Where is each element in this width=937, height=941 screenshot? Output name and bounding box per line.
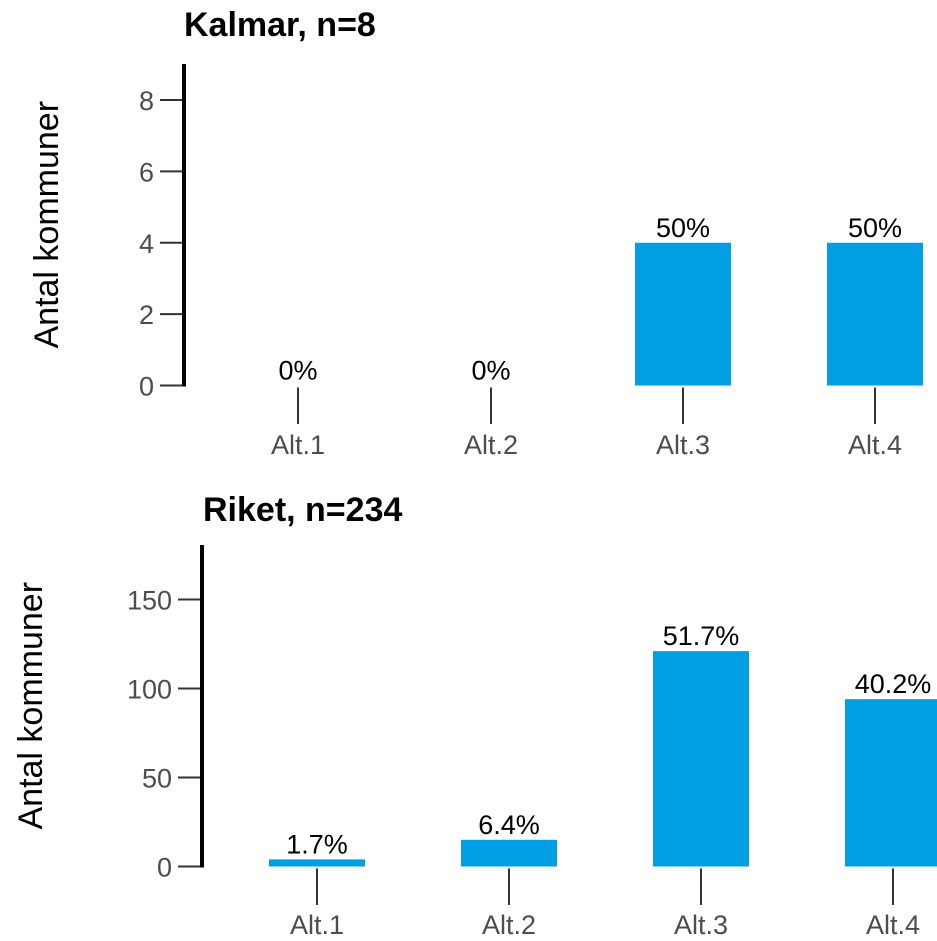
kalmar-y-tick-label-2: 2 [139,300,154,330]
kalmar-data-label-3: 50% [656,213,710,243]
riket-bar-1 [269,859,365,867]
kalmar-chart-title: Kalmar, n=8 [184,6,376,44]
riket-bar-3 [653,651,749,867]
riket-y-tick-label-100: 100 [127,675,172,705]
riket-x-tick-label-2: Alt.2 [482,910,536,940]
kalmar-data-label-4: 50% [848,213,902,243]
kalmar-bar-3 [635,242,731,386]
riket-chart-title: Riket, n=234 [203,491,402,529]
kalmar-y-tick-label-6: 6 [139,157,154,187]
riket-bar-2 [461,839,557,867]
riket-x-tick-label-4: Alt.4 [866,910,920,940]
kalmar-y-tick-label-4: 4 [139,229,154,259]
riket-x-tick-label-3: Alt.3 [674,910,728,940]
riket-data-label-2: 6.4% [478,810,540,840]
kalmar-x-tick-label-2: Alt.2 [464,430,518,460]
riket-bar-4 [845,699,937,867]
riket-y-axis-label: Antal kommuner [12,582,50,830]
kalmar-y-tick-label-0: 0 [139,372,154,402]
kalmar-y-tick-label-8: 8 [139,86,154,116]
riket-y-tick-label-150: 150 [127,586,172,616]
kalmar-data-label-2: 0% [471,356,510,386]
riket-data-label-3: 51.7% [663,621,740,651]
kalmar-x-tick-label-4: Alt.4 [848,430,902,460]
riket-y-tick-label-50: 50 [142,764,172,794]
riket-x-tick-label-1: Alt.1 [290,910,344,940]
riket-data-label-4: 40.2% [855,669,932,699]
kalmar-x-tick-label-3: Alt.3 [656,430,710,460]
kalmar-bar-4 [827,242,923,386]
riket-y-tick-label-0: 0 [157,853,172,883]
kalmar-x-tick-label-1: Alt.1 [271,430,325,460]
riket-data-label-1: 1.7% [286,829,348,859]
kalmar-data-label-1: 0% [278,356,317,386]
kalmar-y-axis-label: Antal kommuner [28,101,66,349]
